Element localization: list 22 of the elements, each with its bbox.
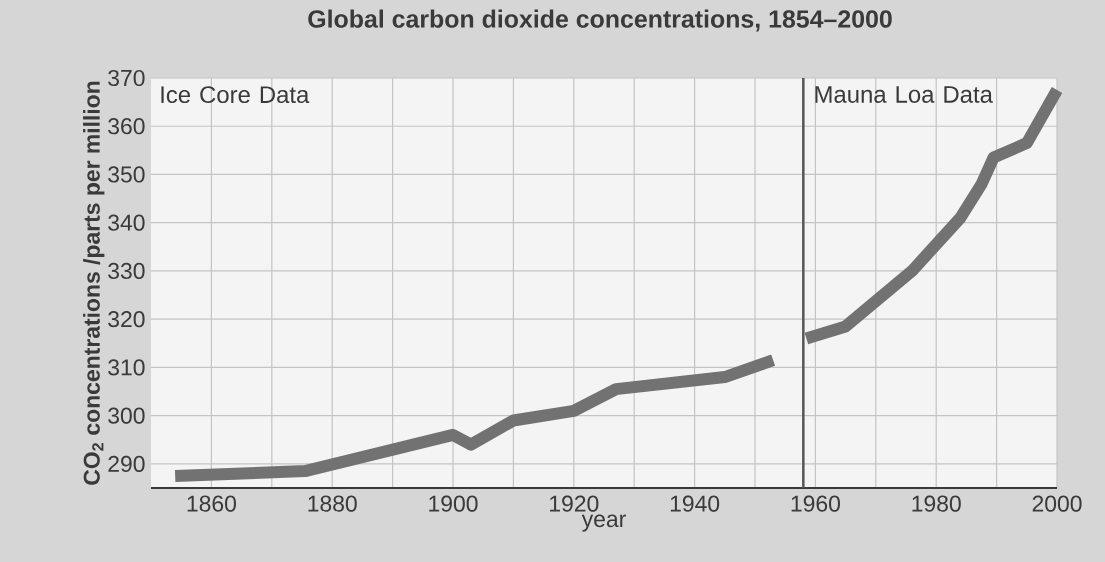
y-axis-title: CO$_{2}$ concentrations /parts per million [83,81,105,485]
y-tick-label: 320 [108,311,145,328]
y-tick-label: 300 [108,407,145,424]
y-tick-label: 340 [108,214,145,231]
x-tick-label: 1980 [912,495,961,512]
y-tick-label: 370 [108,69,145,87]
y-tick-label: 310 [108,359,145,376]
y-tick-label: 360 [108,118,145,135]
x-tick-label: 2000 [1032,495,1082,512]
x-tick-label: 1940 [670,495,720,512]
y-tick-label: 330 [108,262,145,280]
chart-title: Global carbon dioxide concentrations, 1854–2000 [308,9,892,32]
annotation: Mauna Loa Data [815,86,993,103]
x-tick-label: 1960 [791,495,840,512]
x-tick-label: 1920 [550,495,599,512]
x-tick-label: 1880 [308,495,357,512]
y-tick-label: 350 [108,166,145,183]
x-axis-title: year [581,514,626,532]
x-tick-label: 1900 [429,495,478,512]
y-tick-label: 290 [108,455,145,472]
x-tick-label: 1860 [187,495,236,512]
annotation: Ice Core Data [161,86,310,104]
